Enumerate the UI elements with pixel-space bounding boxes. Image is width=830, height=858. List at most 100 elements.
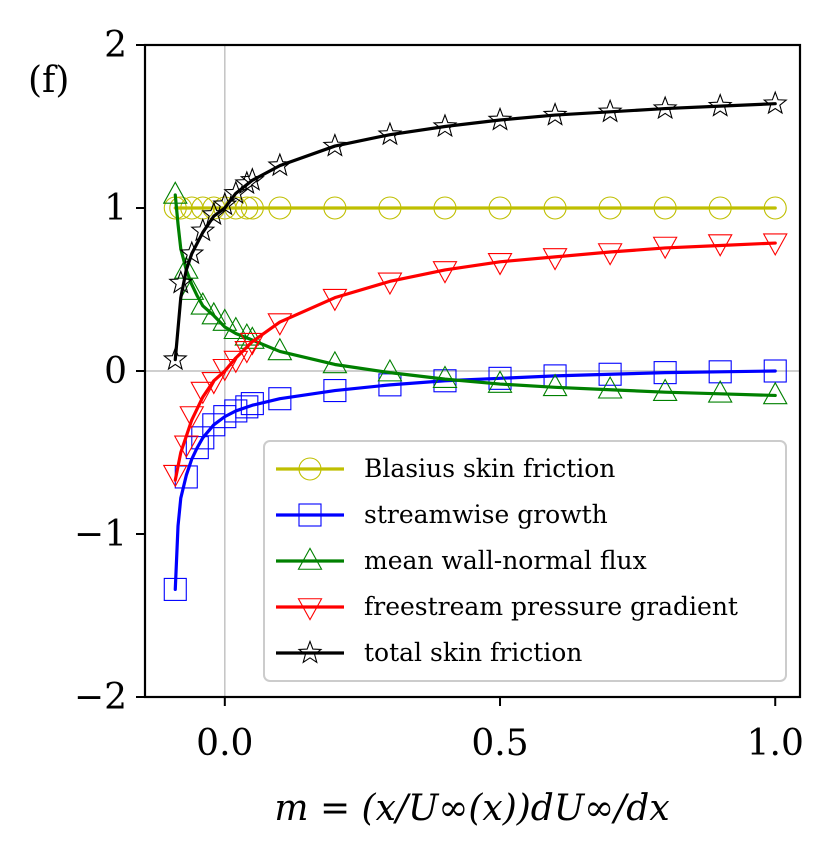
data-point (542, 101, 568, 126)
data-point (223, 350, 249, 374)
data-point (267, 337, 293, 361)
data-point (173, 435, 199, 459)
data-point (179, 277, 205, 300)
data-point (235, 196, 259, 220)
data-point (190, 381, 216, 405)
x-tick-label: 0.5 (471, 723, 528, 764)
data-point (179, 240, 205, 265)
data-point (240, 196, 264, 220)
legend-entry-mean-wall-normal-flux: mean wall-normal flux (276, 546, 647, 575)
data-point (542, 248, 568, 271)
legend-entry-streamwise-growth: streamwise growth (276, 500, 608, 529)
legend-label: streamwise growth (364, 500, 608, 529)
legend-label: freestream pressure gradient (364, 592, 738, 621)
data-point (163, 577, 187, 601)
data-point (708, 360, 732, 384)
series-freestream-pressure-gradient (162, 233, 788, 488)
data-point (707, 93, 733, 117)
data-point (597, 243, 623, 266)
data-point (168, 269, 194, 294)
data-point (239, 332, 265, 356)
data-point (173, 256, 199, 279)
data-point (267, 152, 293, 177)
series-line (173, 193, 777, 398)
data-point (707, 380, 733, 403)
data-point (432, 113, 458, 138)
legend: Blasius skin friction streamwise growth me… (263, 440, 787, 682)
data-point (487, 370, 513, 393)
data-point (162, 346, 188, 371)
data-point (268, 387, 292, 411)
data-point (179, 406, 205, 429)
data-point (323, 379, 347, 403)
legend-marker (297, 598, 323, 621)
data-point (762, 233, 788, 257)
series-line (173, 241, 777, 482)
data-point (762, 90, 788, 115)
legend-marker (297, 639, 323, 664)
data-point (322, 350, 348, 374)
data-point (597, 375, 623, 399)
legend-marker (297, 547, 323, 570)
data-point (598, 196, 622, 220)
series-line (173, 102, 777, 362)
data-point (162, 464, 188, 488)
series-layer (162, 90, 788, 601)
legend-box (263, 440, 787, 682)
data-point (433, 196, 457, 220)
y-tick-label: 1 (104, 188, 127, 229)
data-point (488, 196, 512, 220)
series-total-skin-friction (162, 90, 788, 371)
data-point (487, 252, 513, 276)
legend-entry-blasius-skin-friction: Blasius skin friction (276, 454, 615, 483)
data-point (488, 366, 512, 390)
data-point (267, 313, 293, 336)
data-point (201, 301, 227, 325)
legend-label: Blasius skin friction (364, 454, 615, 483)
legend-label: mean wall-normal flux (364, 546, 647, 575)
data-point (708, 196, 732, 220)
data-point (652, 378, 678, 401)
data-point (162, 181, 188, 204)
legend-label: total skin friction (364, 638, 582, 667)
data-point (201, 371, 227, 395)
data-point (762, 381, 788, 405)
data-point (432, 261, 458, 284)
data-point (234, 341, 260, 364)
data-point (323, 196, 347, 220)
legend-marker (298, 457, 322, 481)
legend-entry-freestream-pressure-gradient: freestream pressure gradient (276, 592, 738, 621)
y-tick-label: 2 (104, 25, 127, 66)
data-point (487, 106, 513, 131)
data-point (239, 167, 265, 191)
x-tick-label: 0.0 (196, 723, 253, 764)
x-axis-label: m = (x/U∞(x))dU∞/dx (274, 788, 669, 829)
x-tick-label: 1.0 (747, 723, 804, 764)
data-point (707, 234, 733, 257)
data-point (543, 196, 567, 220)
panel-label: (f) (28, 60, 69, 101)
axis-ticks: 0.0 0.5 1.0 2 1 0 −1 −2 (74, 25, 804, 764)
y-tick-label: −2 (74, 677, 127, 718)
legend-marker (298, 503, 322, 527)
data-point (377, 121, 403, 146)
data-point (378, 196, 402, 220)
data-point (223, 316, 249, 340)
data-point (212, 191, 238, 216)
data-point (652, 95, 678, 120)
data-point (377, 358, 403, 382)
data-point (542, 373, 568, 397)
data-point (235, 395, 259, 419)
data-point (763, 196, 787, 220)
data-point (212, 308, 238, 331)
data-point (652, 236, 678, 260)
data-point (653, 361, 677, 385)
legend-entry-total-skin-friction: total skin friction (276, 638, 582, 667)
data-point (322, 132, 348, 157)
series-line (173, 369, 777, 592)
y-tick-label: 0 (104, 351, 127, 392)
y-tick-label: −1 (74, 514, 127, 555)
data-point (597, 98, 623, 123)
data-point (190, 292, 216, 315)
